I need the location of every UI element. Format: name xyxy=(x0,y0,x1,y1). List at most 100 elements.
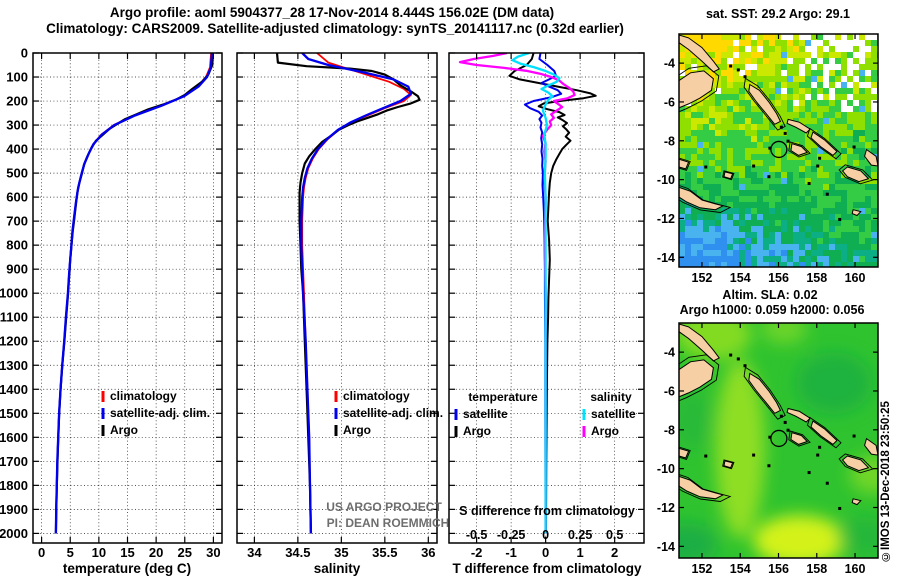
sst-cell xyxy=(745,142,751,148)
sst-cell xyxy=(763,208,769,214)
sst-cell xyxy=(793,202,799,208)
sst-cell xyxy=(775,202,781,208)
sst-cell xyxy=(775,196,781,202)
sst-cell xyxy=(799,226,805,232)
reef-contour xyxy=(679,184,732,213)
sst-cell xyxy=(799,262,805,267)
sst-cell xyxy=(751,82,757,88)
tick-label: -10 xyxy=(657,173,675,187)
sst-cell xyxy=(691,256,697,262)
sst-cell xyxy=(691,238,697,244)
sst-cell xyxy=(745,244,751,250)
sst-cell xyxy=(739,160,745,166)
sst-cell xyxy=(871,178,877,184)
sst-cell xyxy=(871,58,877,64)
sst-cell xyxy=(871,202,877,208)
sst-cell xyxy=(859,214,865,220)
sst-cell xyxy=(811,118,817,124)
sst-cell xyxy=(763,256,769,262)
sst-cell xyxy=(781,220,787,226)
sst-cell xyxy=(787,232,793,238)
sst-cell xyxy=(769,76,775,82)
sst-cell xyxy=(817,160,823,166)
islet xyxy=(752,453,756,457)
sst-cell xyxy=(691,106,697,112)
sst-cell xyxy=(709,214,715,220)
temperature-axis-label: temperature (deg C) xyxy=(62,561,192,576)
sst-cell xyxy=(739,148,745,154)
sst-cell xyxy=(727,130,733,136)
sst-cell xyxy=(757,154,763,160)
sst-cell xyxy=(679,148,685,154)
sst-cell xyxy=(799,46,805,52)
sst-cell xyxy=(763,196,769,202)
sst-cell xyxy=(751,118,757,124)
sst-cell xyxy=(781,262,787,267)
islet xyxy=(779,414,783,418)
sst-cell xyxy=(709,166,715,172)
sst-cell xyxy=(829,196,835,202)
sst-cell xyxy=(841,232,847,238)
sst-cell xyxy=(697,118,703,124)
sst-cell xyxy=(733,148,739,154)
sst-cell xyxy=(733,220,739,226)
tick-label: -14 xyxy=(657,540,675,554)
sst-cell xyxy=(871,88,877,94)
sst-cell xyxy=(859,190,865,196)
sst-cell xyxy=(679,178,685,184)
sst-cell xyxy=(751,250,757,256)
sst-cell xyxy=(703,124,709,130)
tick-label: 158 xyxy=(806,271,827,285)
sst-cell xyxy=(781,214,787,220)
sst-cell xyxy=(799,34,805,40)
sst-cell xyxy=(727,256,733,262)
sst-cell xyxy=(685,166,691,172)
sst-cell xyxy=(799,184,805,190)
sst-cell xyxy=(781,88,787,94)
sst-cell xyxy=(703,118,709,124)
reef-contour xyxy=(806,127,842,160)
sst-cell xyxy=(817,244,823,250)
sst-cell xyxy=(811,178,817,184)
sst-cell xyxy=(841,238,847,244)
sst-cell xyxy=(859,94,865,100)
sst-cell xyxy=(733,178,739,184)
sst-cell xyxy=(847,220,853,226)
sst-cell xyxy=(733,124,739,130)
sst-cell xyxy=(697,106,703,112)
sst-cell xyxy=(697,184,703,190)
sst-cell xyxy=(703,262,709,267)
sst-cell xyxy=(739,130,745,136)
sst-cell xyxy=(787,100,793,106)
sst-cell xyxy=(745,214,751,220)
sst-cell xyxy=(751,154,757,160)
sst-cell xyxy=(721,136,727,142)
sst-cell xyxy=(811,40,817,46)
sst-cell xyxy=(775,130,781,136)
sst-cell xyxy=(799,256,805,262)
sst-cell xyxy=(793,190,799,196)
sst-cell xyxy=(805,244,811,250)
sst-cell xyxy=(703,106,709,112)
sst-cell xyxy=(703,256,709,262)
sst-cell xyxy=(835,100,841,106)
sst-cell xyxy=(715,214,721,220)
sst-cell xyxy=(751,136,757,142)
tick-label: 600 xyxy=(6,190,28,205)
sst-cell xyxy=(829,262,835,267)
sst-cell xyxy=(685,52,691,58)
sst-cell xyxy=(697,178,703,184)
sst-cell xyxy=(739,142,745,148)
sst-cell xyxy=(733,226,739,232)
islet xyxy=(818,445,822,449)
tick-label: 2 xyxy=(611,545,618,560)
sst-cell xyxy=(859,118,865,124)
sst-cell xyxy=(841,58,847,64)
sst-cell xyxy=(763,160,769,166)
sst-cell xyxy=(853,88,859,94)
tick-label: 300 xyxy=(6,118,28,133)
islet xyxy=(825,192,829,196)
sst-cell xyxy=(859,82,865,88)
sst-cell xyxy=(793,184,799,190)
sst-cell xyxy=(805,88,811,94)
